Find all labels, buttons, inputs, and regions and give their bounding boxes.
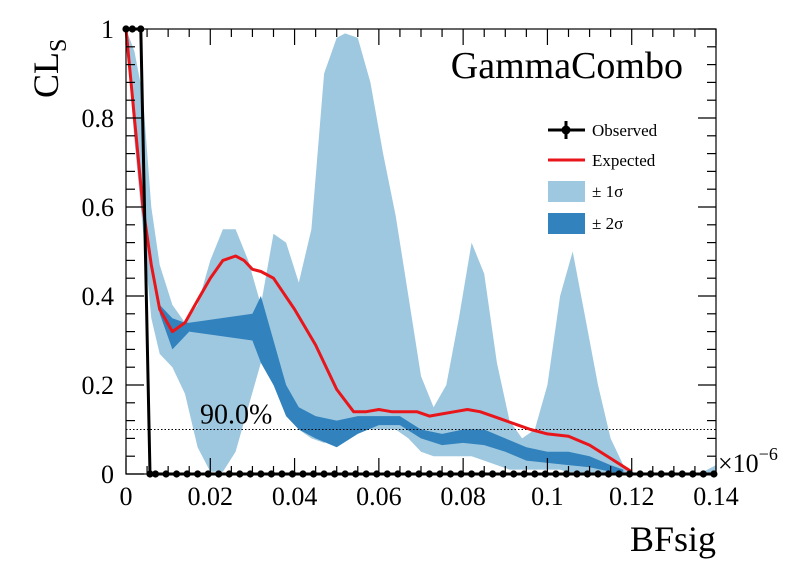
- expected-line: [124, 28, 633, 474]
- threshold-label: 90.0%: [200, 400, 272, 431]
- y-tick-label: 1: [101, 15, 114, 44]
- y-axis-label-sub: S: [46, 39, 72, 52]
- x-tick-label: 0.12: [609, 482, 655, 511]
- band-2sigma: [159, 296, 624, 474]
- threshold-layer: 90.0%: [126, 400, 716, 431]
- y-tick-label: 0.2: [82, 371, 115, 400]
- svg-text:CLS: CLS: [26, 39, 72, 98]
- legend-entry-observed: Observed: [548, 121, 658, 140]
- x-multiplier-base: ×10: [718, 449, 759, 478]
- legend: Observed Expected ± 1σ ± 2σ: [548, 121, 658, 234]
- y-tick-label: 0.4: [82, 282, 115, 311]
- legend-label-expected: Expected: [592, 151, 656, 170]
- y-tick-label: 0.8: [82, 104, 115, 133]
- ticks-layer: [125, 28, 717, 475]
- legend-label-observed: Observed: [592, 121, 658, 140]
- x-tick-label: 0.14: [693, 482, 739, 511]
- y-tick-label: 0.6: [82, 193, 115, 222]
- y-axis-label: CLS: [26, 39, 72, 98]
- legend-entry-band2: ± 2σ: [548, 213, 623, 234]
- x-tick-label: 0.08: [440, 482, 486, 511]
- x-tick-label: 0.06: [356, 482, 402, 511]
- x-tick-label: 0: [120, 482, 133, 511]
- bands-layer: [126, 29, 716, 474]
- x-multiplier: ×10−6: [718, 444, 778, 478]
- x-tick-label: 0.02: [188, 482, 234, 511]
- tick-labels-layer: 0 0.02 0.04 0.06 0.08 0.1 0.12 0.14 0 0.2 0.4 0.6 0.…: [82, 15, 739, 511]
- y-axis-label-main: CL: [26, 52, 66, 98]
- x-tick-label: 0.1: [531, 482, 564, 511]
- y-tick-label: 0: [101, 460, 114, 489]
- legend-entry-expected: Expected: [548, 151, 656, 170]
- gammacombo-watermark: GammaCombo: [451, 45, 683, 87]
- legend-label-band1: ± 1σ: [592, 182, 623, 201]
- x-tick-label: 0.04: [272, 482, 318, 511]
- x-axis-label: BFsig: [630, 519, 716, 559]
- legend-entry-band1: ± 1σ: [548, 181, 623, 202]
- legend-label-band2: ± 2σ: [592, 214, 623, 233]
- x-multiplier-exponent: −6: [759, 444, 778, 464]
